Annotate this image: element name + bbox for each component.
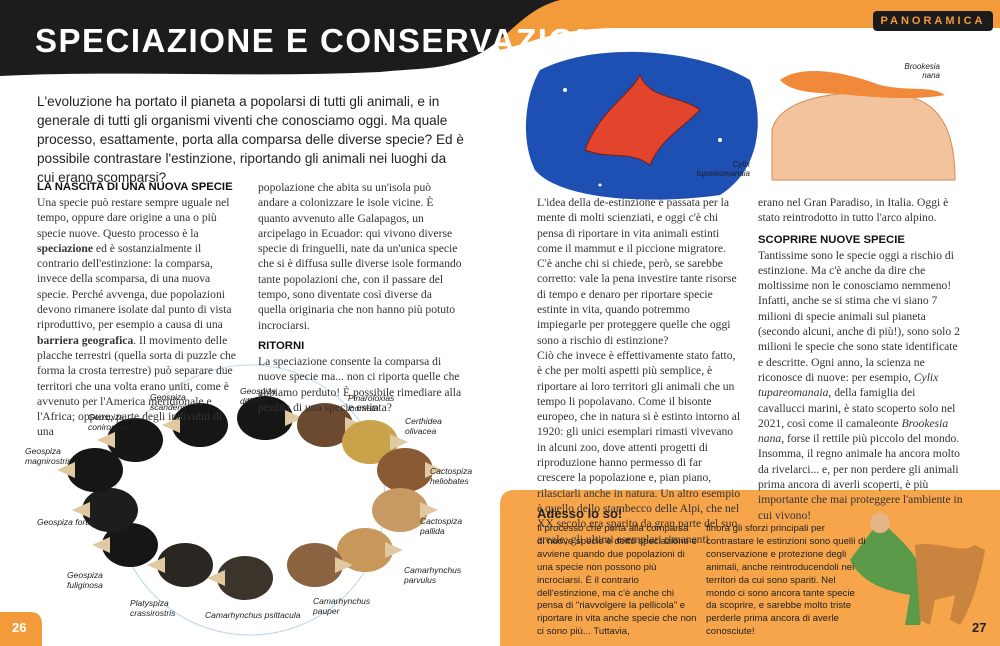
bird-label: Geospiza conirostris <box>88 412 127 432</box>
finch-head <box>172 403 228 447</box>
finch-head <box>287 543 343 587</box>
paragraph: L'idea della de-estinzione è passata per… <box>537 196 737 347</box>
bird-label: Platyspiza crassirostris <box>130 598 176 618</box>
section-heading: RITORNI <box>258 339 305 352</box>
keeper-illustration <box>850 513 985 625</box>
left-column-2: popolazione che abita su un'isola può an… <box>258 180 463 415</box>
finch-head <box>67 448 123 492</box>
text-run: , della famiglia dei cavallucci marini, … <box>758 386 956 430</box>
text-run: ed è sostanzialmente il contrario dell'e… <box>37 241 232 332</box>
bold-term: barriera geografica <box>37 333 134 347</box>
seahorse-illustration <box>525 51 758 200</box>
finch-circle <box>57 364 443 636</box>
bird-label: Geospiza difficilis <box>240 386 276 406</box>
finch-beak <box>390 434 408 450</box>
finch-head <box>82 488 138 532</box>
finch-head <box>377 448 433 492</box>
paragraph: La speciazione consente la comparsa di n… <box>258 354 462 414</box>
bird-label: Geospiza fuliginosa <box>67 570 103 590</box>
finch-beak <box>147 557 165 573</box>
finch-beak <box>57 462 75 478</box>
finch-beak <box>207 570 225 586</box>
finch-beak <box>385 542 403 558</box>
chameleon-illustration <box>771 70 956 181</box>
section-tag: PANORAMICA <box>873 11 993 31</box>
finch-beak <box>425 462 443 478</box>
bird-label: Camarhynchus pauper <box>313 596 371 616</box>
finch-head <box>102 523 158 567</box>
finch-head <box>107 418 163 462</box>
intro-text: L'evoluzione ha portato il pianeta a pop… <box>37 94 464 185</box>
finch-head <box>157 543 213 587</box>
section-heading: LA NASCITA DI UNA NUOVA SPECIE <box>37 181 233 193</box>
box-column: finora gli sforzi principali per contras… <box>706 523 866 638</box>
finch-beak <box>97 432 115 448</box>
bird-label: Geospiza magnirostris <box>25 446 72 466</box>
text-run: Una specie può restare sempre uguale nel… <box>37 196 230 240</box>
paragraph: Una specie può restare sempre uguale nel… <box>37 195 237 440</box>
figure-caption: Cylix tupareomanaia <box>696 160 750 178</box>
paragraph: erano nel Gran Paradiso, in Italia. Oggi… <box>758 196 949 225</box>
black-header <box>0 0 560 76</box>
finch-head <box>297 403 353 447</box>
finch-beak <box>335 557 353 573</box>
bird-label: Cactospiza heliobates <box>430 466 473 486</box>
bird-label: Camarhynchus psittacula <box>205 610 301 620</box>
paragraph: Tantissime sono le specie oggi a rischio… <box>758 248 963 523</box>
box-title: Adesso lo so! <box>537 506 623 521</box>
page-title: SPECIAZIONE E CONSERVAZIONE <box>35 22 625 59</box>
paragraph: popolazione che abita su un'isola può an… <box>258 181 462 332</box>
box-column: Il processo che porta alla comparsa di n… <box>537 523 698 638</box>
finch-head <box>342 420 398 464</box>
bird-label: Camarhynchus parvulus <box>404 565 462 585</box>
figure-caption: Brookesia nana <box>904 62 940 80</box>
bird-label: Geospiza fortis <box>37 517 94 527</box>
orange-band <box>470 0 1000 50</box>
bold-term: speciazione <box>37 241 94 255</box>
finch-head <box>372 488 428 532</box>
left-column-1: LA NASCITA DI UNA NUOVA SPECIE Una speci… <box>37 180 237 440</box>
right-column-2: erano nel Gran Paradiso, in Italia. Oggi… <box>758 195 963 523</box>
finch-beak <box>285 410 303 426</box>
finch-head <box>217 556 273 600</box>
species-name: Cylix tupareomanaia <box>758 370 939 400</box>
finch-beak <box>92 537 110 553</box>
finch-beak <box>72 502 90 518</box>
text-run: Tantissime sono le specie oggi a rischio… <box>758 248 960 384</box>
bird-label: Cactospiza pallida <box>420 516 463 536</box>
paragraph: Ciò che invece è effettivamente stato fa… <box>537 348 741 546</box>
bird-label: Pinaroloxias inornata <box>348 393 395 413</box>
finch-head <box>237 396 293 440</box>
finch-head <box>337 528 393 572</box>
page-number: 26 <box>12 620 27 635</box>
finch-beak <box>162 417 180 433</box>
text-run: . Il movimento delle placche terrestri (… <box>37 333 236 439</box>
species-name: Brookesia nana <box>758 416 949 446</box>
page-tab <box>0 612 42 646</box>
bird-label: Certhidea olivacea <box>405 416 442 436</box>
section-heading: SCOPRIRE NUOVE SPECIE <box>758 233 905 246</box>
bird-label: Geospiza scandens <box>150 392 187 412</box>
page-number: 27 <box>972 620 987 635</box>
finch-beak <box>420 502 438 518</box>
right-column-1: L'idea della de-estinzione è passata per… <box>537 195 742 547</box>
text-run: , forse il rettile più piccolo del mondo… <box>758 432 963 522</box>
